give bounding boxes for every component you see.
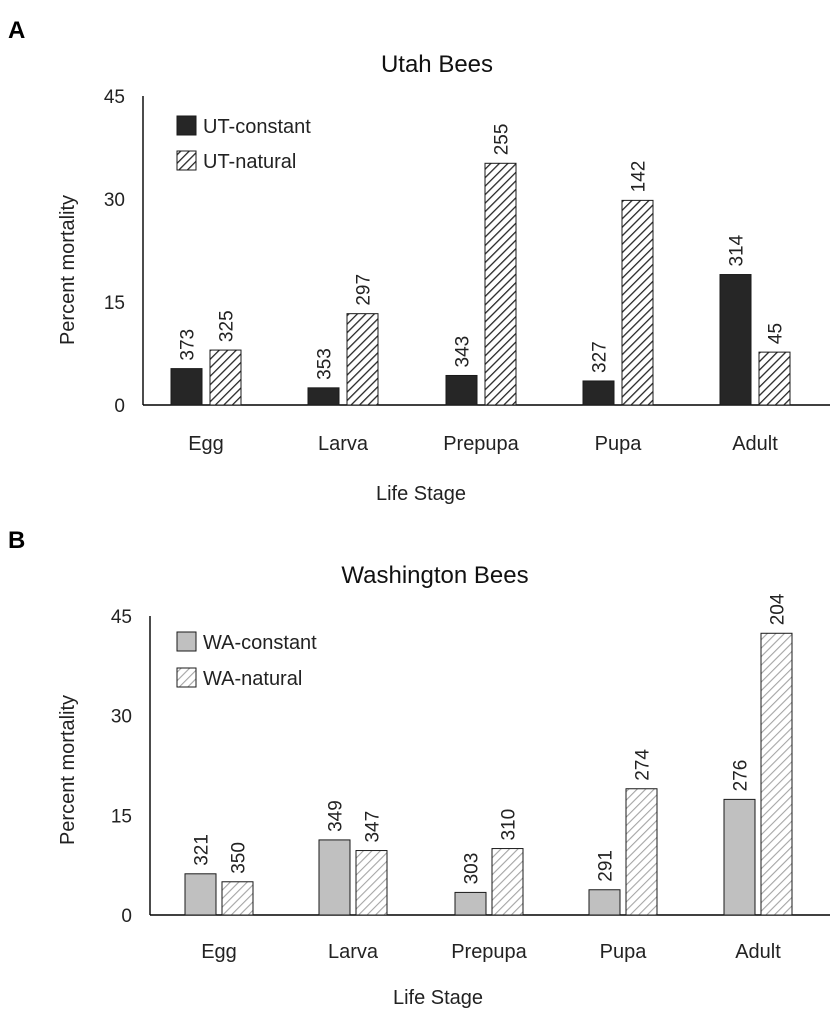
data-label-ut-constant-larva: 353: [315, 348, 336, 380]
y-tick-label: 15: [104, 293, 125, 314]
panel-b: B Washington Bees Percent mortality Life…: [8, 527, 830, 1009]
bar-wa-natural-larva: [355, 850, 388, 916]
y-tick-label: 0: [114, 396, 125, 417]
bar-wa-constant-pupa: [588, 889, 621, 916]
chart-a-ylabel: Percent mortality: [57, 195, 79, 345]
data-label-wa-natural-prepupa: 310: [499, 809, 520, 841]
y-tick-label: 30: [111, 707, 132, 728]
data-label-wa-constant-adult: 276: [731, 760, 752, 792]
bar-wa-natural-pupa: [625, 788, 658, 916]
bar-wa-constant-adult: [723, 798, 756, 916]
data-label-ut-constant-adult: 314: [727, 234, 748, 266]
legend-swatch-ut-natural: [176, 150, 197, 171]
data-label-ut-natural-larva: 297: [354, 274, 375, 306]
legend-label-ut-constant: UT-constant: [203, 116, 311, 138]
legend-swatch-wa-constant: [176, 631, 197, 652]
data-label-wa-constant-pupa: 291: [596, 850, 617, 882]
chart-a-xlabel: Life Stage: [376, 483, 466, 505]
y-tick-label: 0: [121, 906, 132, 927]
chart-b-legend: WA-constant WA-natural: [176, 631, 317, 690]
category-label-prepupa: Prepupa: [443, 433, 519, 455]
bar-wa-constant-prepupa: [454, 891, 487, 916]
legend-swatch-ut-constant: [176, 115, 197, 136]
bar-ut-natural-adult: [758, 351, 791, 406]
bar-ut-constant-egg: [170, 368, 203, 406]
bar-wa-natural-prepupa: [491, 848, 524, 916]
data-label-ut-natural-adult: 45: [766, 323, 787, 344]
category-label-egg: Egg: [201, 941, 237, 963]
y-tick-label: 45: [104, 87, 125, 108]
chart-b-ylabel: Percent mortality: [57, 695, 79, 845]
data-label-ut-natural-pupa: 142: [629, 161, 650, 193]
bar-ut-natural-larva: [346, 313, 379, 406]
data-label-ut-constant-pupa: 327: [590, 341, 611, 373]
data-label-ut-natural-prepupa: 255: [492, 124, 513, 156]
data-label-wa-natural-egg: 350: [229, 842, 250, 874]
category-label-prepupa: Prepupa: [451, 941, 527, 963]
data-label-wa-natural-larva: 347: [363, 811, 384, 843]
bar-wa-natural-adult: [760, 632, 793, 916]
category-label-adult: Adult: [732, 433, 778, 455]
data-label-wa-constant-egg: 321: [192, 834, 213, 866]
category-label-egg: Egg: [188, 433, 224, 455]
category-label-pupa: Pupa: [595, 433, 643, 455]
bar-ut-natural-prepupa: [484, 162, 517, 406]
chart-a-legend: UT-constant UT-natural: [176, 115, 311, 173]
chart-a-title: Utah Bees: [381, 51, 493, 78]
bar-ut-natural-egg: [209, 349, 242, 406]
data-label-wa-constant-larva: 349: [326, 800, 347, 832]
category-label-adult: Adult: [735, 941, 781, 963]
chart-b-title: Washington Bees: [341, 562, 528, 589]
data-label-ut-constant-egg: 373: [178, 329, 199, 361]
panel-b-letter: B: [8, 527, 25, 554]
category-label-pupa: Pupa: [600, 941, 648, 963]
legend-label-wa-natural: WA-natural: [203, 668, 302, 690]
data-label-ut-constant-prepupa: 343: [453, 336, 474, 368]
y-tick-label: 45: [111, 607, 132, 628]
bar-wa-constant-egg: [184, 873, 217, 916]
bar-wa-constant-larva: [318, 839, 351, 916]
legend-label-wa-constant: WA-constant: [203, 632, 317, 654]
bar-ut-constant-adult: [719, 274, 752, 406]
legend-label-ut-natural: UT-natural: [203, 151, 296, 173]
bar-ut-natural-pupa: [621, 199, 654, 406]
panel-a: A Utah Bees Percent mortality Life Stage…: [8, 17, 830, 505]
data-label-wa-constant-prepupa: 303: [462, 853, 483, 885]
chart-b-xlabel: Life Stage: [393, 987, 483, 1009]
bar-ut-constant-pupa: [582, 380, 615, 406]
category-label-larva: Larva: [318, 433, 369, 455]
bar-ut-constant-larva: [307, 387, 340, 406]
bar-ut-constant-prepupa: [445, 374, 478, 406]
data-label-ut-natural-egg: 325: [217, 310, 238, 342]
bar-wa-natural-egg: [221, 881, 254, 916]
data-label-wa-natural-pupa: 274: [633, 749, 654, 781]
y-tick-label: 15: [111, 806, 132, 827]
y-tick-label: 30: [104, 190, 125, 211]
category-label-larva: Larva: [328, 941, 379, 963]
legend-swatch-wa-natural: [176, 667, 197, 688]
data-label-wa-natural-adult: 204: [768, 593, 789, 625]
panel-a-letter: A: [8, 17, 25, 44]
